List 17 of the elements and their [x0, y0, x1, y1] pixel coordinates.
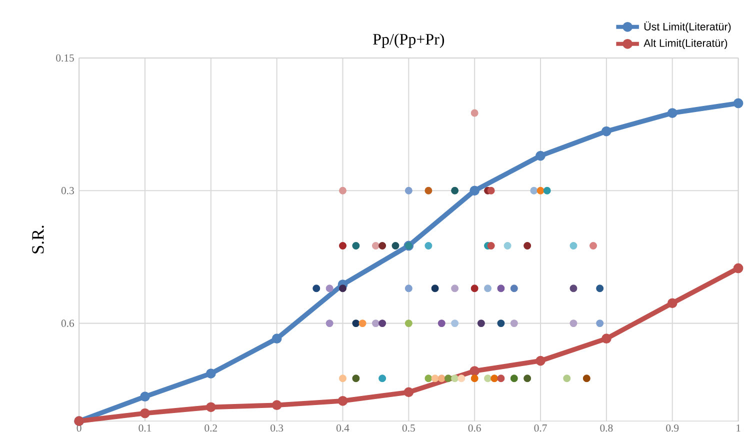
legend-label: Alt Limit(Literatür) [644, 39, 728, 49]
legend-label: Üst Limit(Literatür) [644, 21, 731, 33]
x-tick-label: 0.4 [336, 424, 350, 432]
y-tick-label: 0.6 [61, 320, 74, 327]
y-axis-title: S.R. [32, 226, 44, 254]
x-tick-label: 0.1 [138, 424, 152, 432]
x-tick-label: 0.9 [666, 424, 679, 432]
y-tick-label: 0.3 [61, 187, 74, 194]
x-tick-label: 0.3 [270, 424, 284, 432]
x-tick-label: 0.2 [204, 424, 217, 432]
y-tick-label: 0.15 [56, 54, 74, 62]
x-tick-label: 0.8 [600, 424, 613, 432]
x-tick-label: 0.7 [534, 424, 547, 432]
x-tick-label: 0.6 [468, 424, 481, 432]
chart-title: Pp/(Pp+Pr) [373, 33, 444, 48]
x-tick-label: 0.5 [402, 424, 415, 432]
x-tick-label: 1 [736, 424, 740, 432]
